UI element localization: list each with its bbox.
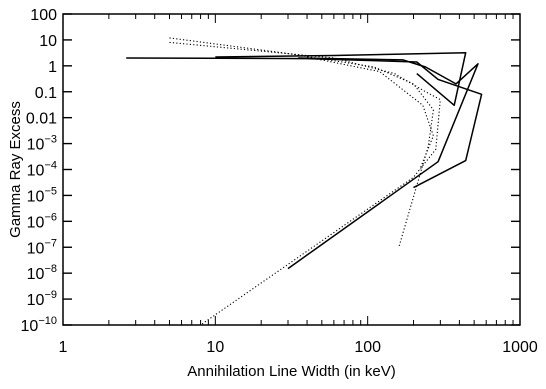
y-tick-label: 0.01 bbox=[26, 111, 57, 128]
series-layer bbox=[126, 37, 483, 326]
series-line-5-dotted bbox=[169, 41, 441, 326]
y-tick-label: 10−6 bbox=[27, 211, 57, 231]
x-axis-title: Annihilation Line Width (in keV) bbox=[187, 363, 395, 380]
y-tick-label: 10−5 bbox=[27, 185, 57, 205]
y-tick-label: 10−9 bbox=[27, 289, 57, 309]
series-line-3-solid bbox=[215, 51, 467, 107]
x-tick-label: 10 bbox=[206, 339, 224, 356]
ticks-layer bbox=[62, 13, 520, 326]
x-tick-label: 1000 bbox=[502, 339, 538, 356]
x-tick-label: 1 bbox=[59, 339, 68, 356]
tick-labels: 1 10 100 1000 100 10 1 0.1 0.01 10−3 10−4 10−5 10−6 1… bbox=[21, 7, 538, 356]
y-tick-label: 1 bbox=[48, 59, 57, 76]
series-line-2-solid bbox=[287, 57, 479, 270]
y-tick-label: 10−8 bbox=[27, 263, 57, 283]
series-line-4-dotted bbox=[169, 37, 434, 248]
y-tick-label: 10−4 bbox=[27, 160, 57, 180]
y-tick-label: 10−3 bbox=[27, 134, 57, 154]
y-axis-title: Gamma Ray Excess bbox=[7, 101, 24, 238]
y-tick-label: 0.1 bbox=[35, 85, 57, 102]
x-tick-label: 100 bbox=[354, 339, 381, 356]
series-line-6-dotted bbox=[306, 56, 434, 170]
y-tick-label: 100 bbox=[30, 7, 57, 24]
y-tick-label: 10 bbox=[39, 33, 57, 50]
plot-frame bbox=[62, 13, 521, 326]
y-tick-label: 10−7 bbox=[27, 237, 57, 257]
y-tick-label: 10−10 bbox=[21, 315, 57, 335]
